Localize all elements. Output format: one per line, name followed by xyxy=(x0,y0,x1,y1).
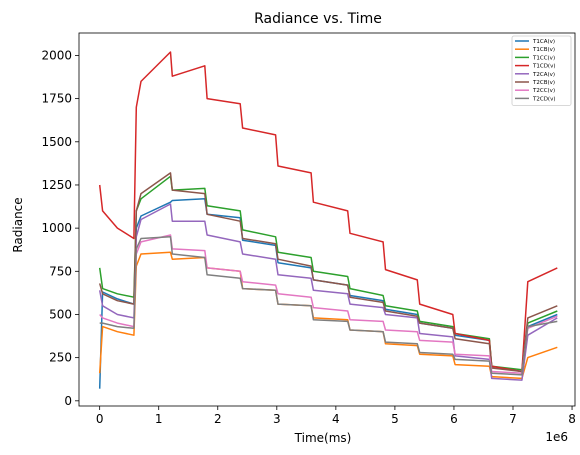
x-tick-label: 4 xyxy=(332,412,340,426)
legend-label-2: T1CC(v) xyxy=(532,55,555,61)
x-tick-label: 3 xyxy=(273,412,281,426)
y-tick-label: 1500 xyxy=(41,135,72,149)
legend-label-5: T2CB(v) xyxy=(532,80,555,86)
y-axis: 0 250 500 750 1000 1250 1500 1750 2000 xyxy=(41,48,79,408)
series-line-7 xyxy=(99,236,558,376)
x-tick-label: 2 xyxy=(214,412,222,426)
x-axis-multiplier: 1e6 xyxy=(545,430,568,444)
x-tick-label: 5 xyxy=(391,412,399,426)
y-tick-label: 750 xyxy=(49,264,72,278)
y-tick-label: 500 xyxy=(49,307,72,321)
legend-label-4: T2CA(v) xyxy=(532,72,555,78)
chart-title: Radiance vs. Time xyxy=(254,11,382,27)
x-axis-label: Time(ms) xyxy=(294,431,352,445)
x-tick-label: 1 xyxy=(155,412,163,426)
series-line-3 xyxy=(98,51,558,373)
y-tick-label: 250 xyxy=(49,351,72,365)
series-line-6 xyxy=(99,234,558,374)
legend-label-3: T1CD(v) xyxy=(532,64,555,70)
x-axis: 0 1 2 3 4 5 6 7 8 xyxy=(96,406,576,426)
y-axis-label: Radiance xyxy=(11,197,25,252)
series-line-4 xyxy=(98,203,558,381)
legend-label-0: T1CA(v) xyxy=(532,39,555,45)
x-tick-label: 8 xyxy=(568,412,576,426)
series-line-0 xyxy=(98,198,558,389)
x-tick-label: 6 xyxy=(450,412,458,426)
legend-box xyxy=(511,35,572,106)
y-tick-label: 2000 xyxy=(41,48,72,62)
legend-label-7: T2CD(v) xyxy=(532,96,555,102)
x-tick-label: 0 xyxy=(96,412,104,426)
y-tick-label: 1750 xyxy=(41,92,72,106)
series-line-5 xyxy=(98,172,558,373)
legend: T1CA(v) T1CB(v) T1CC(v) T1CD(v) T2CA(v) T2CB(… xyxy=(511,35,572,106)
y-tick-label: 1000 xyxy=(41,221,72,235)
x-tick-label: 7 xyxy=(509,412,517,426)
y-tick-label: 1250 xyxy=(41,178,72,192)
plot-frame xyxy=(78,32,576,407)
legend-label-1: T1CB(v) xyxy=(532,47,555,53)
legend-label-6: T2CC(v) xyxy=(532,88,555,94)
plot-area xyxy=(98,51,558,389)
y-tick-label: 0 xyxy=(64,394,72,408)
